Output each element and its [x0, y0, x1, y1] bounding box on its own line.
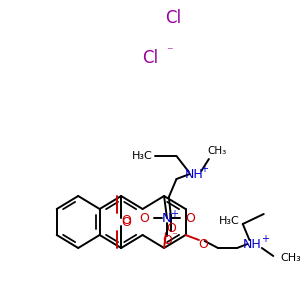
Text: O: O [139, 212, 149, 224]
Text: NH: NH [243, 238, 262, 250]
Text: +: + [200, 164, 208, 174]
Text: CH₃: CH₃ [207, 146, 226, 156]
Text: ⁻: ⁻ [172, 231, 178, 241]
Text: Cl: Cl [142, 49, 159, 67]
Text: H₃C: H₃C [132, 151, 152, 161]
Text: O: O [185, 212, 195, 224]
Text: O: O [162, 233, 172, 247]
Text: Cl: Cl [166, 9, 182, 27]
Text: O: O [166, 223, 176, 236]
Text: O: O [199, 238, 208, 250]
Text: O: O [121, 214, 131, 227]
Text: N: N [162, 212, 172, 224]
Text: NH: NH [184, 167, 203, 181]
Text: O: O [121, 217, 131, 230]
Text: H₃C: H₃C [219, 216, 240, 226]
Text: +: + [169, 209, 178, 219]
Text: +: + [261, 234, 269, 244]
Text: CH₃: CH₃ [280, 253, 300, 263]
Text: ⁻: ⁻ [167, 46, 173, 59]
